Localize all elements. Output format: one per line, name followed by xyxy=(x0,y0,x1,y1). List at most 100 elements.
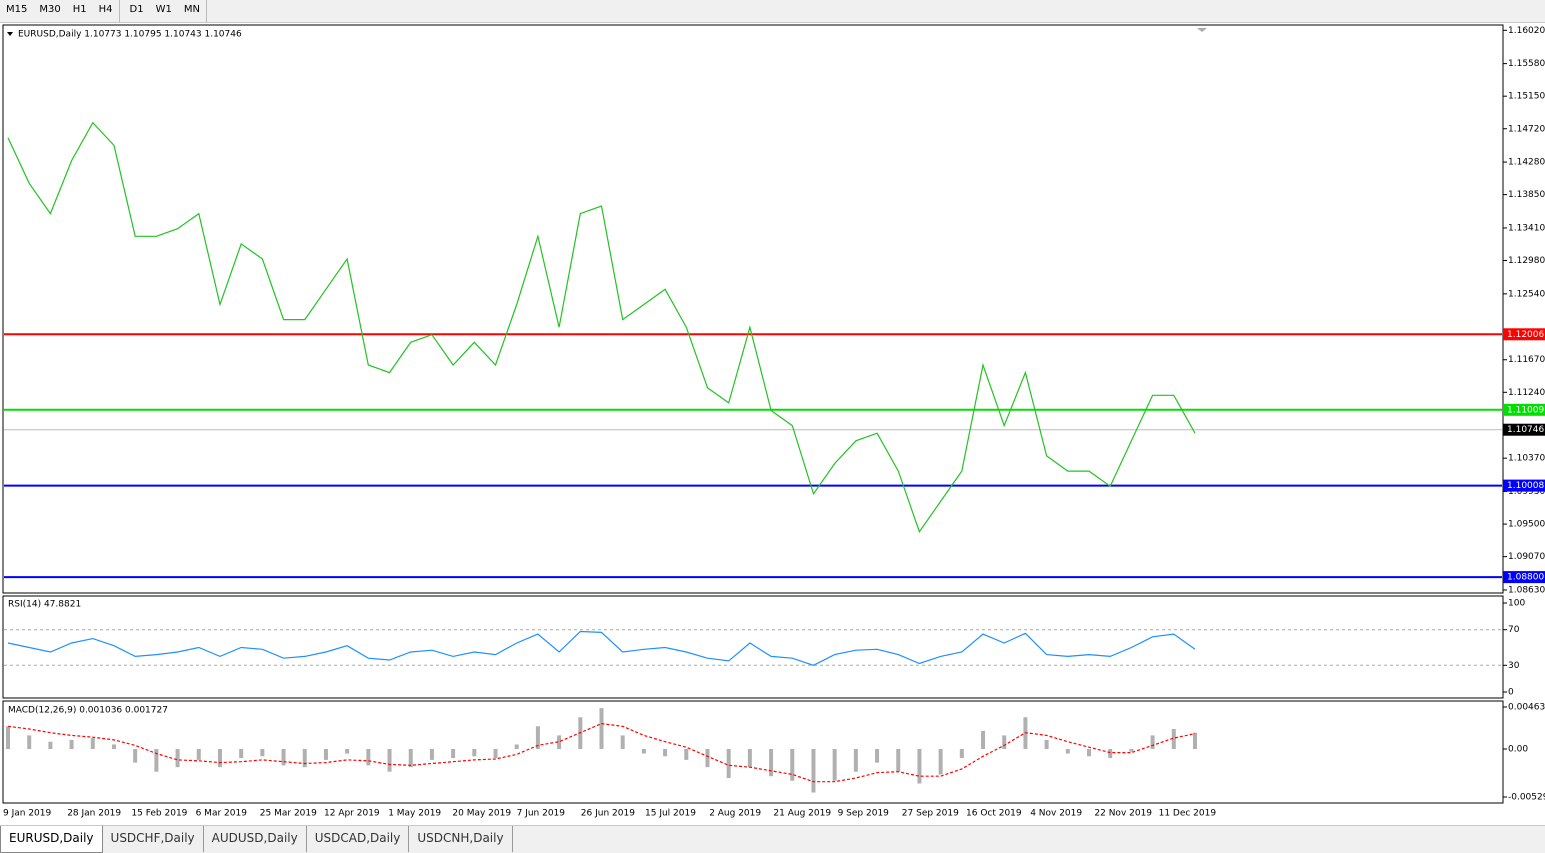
x-tick-label: 22 Nov 2019 xyxy=(1094,809,1152,819)
timeframe-button[interactable]: M15 xyxy=(6,4,28,15)
histogram-bar xyxy=(1002,735,1007,750)
histogram-bar xyxy=(599,708,604,750)
symbol-tabs: EURUSD,Daily USDCHF,Daily AUDUSD,Daily USDC… xyxy=(0,825,1545,853)
timeframe-button[interactable]: H4 xyxy=(93,0,120,22)
histogram-bar xyxy=(154,749,159,772)
histogram-bar xyxy=(1065,749,1070,754)
histogram-bar xyxy=(832,749,837,781)
histogram-bar xyxy=(684,749,689,760)
histogram-bar xyxy=(69,739,74,750)
y-tick-label: 1.09500 xyxy=(1508,520,1545,530)
y-tick-label: 1.15580 xyxy=(1508,59,1545,69)
y-tick-label: 30 xyxy=(1508,661,1520,671)
level-label-box xyxy=(1503,328,1545,341)
histogram-bar xyxy=(535,726,540,750)
histogram-bar xyxy=(48,741,53,750)
y-tick-label: 1.13410 xyxy=(1508,223,1545,233)
histogram-bar xyxy=(811,749,816,793)
histogram-bar xyxy=(853,749,858,772)
series-line xyxy=(7,722,1196,783)
histogram-bar xyxy=(1044,739,1049,750)
x-tick-label: 21 Aug 2019 xyxy=(773,809,831,819)
histogram-bar xyxy=(747,749,752,768)
level-label-box xyxy=(1503,479,1545,492)
timeframe-button[interactable]: MN xyxy=(178,0,207,22)
y-tick-label: 1.13850 xyxy=(1508,190,1545,200)
symbol-tab[interactable]: EURUSD,Daily xyxy=(0,826,103,853)
y-tick-label: 1.14720 xyxy=(1508,124,1545,134)
symbol-tab[interactable]: USDCHF,Daily xyxy=(103,826,204,852)
timeframe-toolbar: M15 M30 H1 H4 D1 W1 MN xyxy=(0,0,1545,23)
series-line xyxy=(7,630,1196,666)
x-tick-label: 15 Jul 2019 xyxy=(645,809,696,819)
timeframe-button[interactable]: D1 xyxy=(129,4,144,15)
timeframe-button[interactable]: H1 xyxy=(72,4,87,15)
histogram-bar xyxy=(896,749,901,772)
x-tick-label: 20 May 2019 xyxy=(452,809,511,819)
y-tick-label: 1.10370 xyxy=(1508,454,1545,464)
histogram-bar xyxy=(90,738,95,750)
histogram-bar xyxy=(133,749,138,763)
shift-marker xyxy=(1197,28,1207,32)
histogram-bar xyxy=(917,749,922,784)
histogram-bar xyxy=(345,749,350,754)
symbol-tab[interactable]: USDCAD,Daily xyxy=(307,826,410,852)
histogram-bar xyxy=(366,749,371,766)
histogram-bar xyxy=(175,749,180,768)
histogram-bar xyxy=(217,749,222,768)
collapse-arrow xyxy=(7,32,13,36)
y-tick-label: 1.14280 xyxy=(1508,158,1545,168)
histogram-bar xyxy=(493,749,498,759)
histogram-bar xyxy=(790,749,795,781)
x-tick-label: 12 Apr 2019 xyxy=(324,809,380,819)
rsi-panel xyxy=(2,595,1504,699)
x-tick-label: 2 Aug 2019 xyxy=(709,809,761,819)
histogram-bar xyxy=(302,749,307,768)
x-tick-label: 16 Oct 2019 xyxy=(966,809,1022,819)
histogram-bar xyxy=(705,749,710,768)
main-panel xyxy=(2,24,1504,594)
x-tick-label: 15 Feb 2019 xyxy=(131,809,187,819)
y-tick-label: 0.00 xyxy=(1508,745,1528,755)
level-label: 1.10008 xyxy=(1507,481,1544,491)
level-label-box xyxy=(1503,571,1545,584)
symbol-tab[interactable]: AUDUSD,Daily xyxy=(204,826,307,852)
x-tick-label: 7 Jun 2019 xyxy=(517,809,566,819)
y-tick-label: 100 xyxy=(1508,599,1525,609)
x-tick-label: 27 Sep 2019 xyxy=(902,809,959,819)
chart-area: EURUSD,Daily 1.10773 1.10795 1.10743 1.1… xyxy=(2,24,1545,819)
histogram-bar xyxy=(557,735,562,750)
histogram-bar xyxy=(1129,749,1134,752)
histogram-bar xyxy=(1108,749,1113,759)
timeframe-button[interactable]: W1 xyxy=(155,4,172,15)
histogram-bar xyxy=(472,749,477,757)
y-tick-label: 1.11670 xyxy=(1508,355,1545,365)
histogram-bar xyxy=(111,744,116,750)
histogram-bar xyxy=(196,749,201,760)
level-label-box xyxy=(1503,423,1545,436)
symbol-tab[interactable]: USDCNH,Daily xyxy=(409,826,513,852)
y-tick-label: 1.08630 xyxy=(1508,585,1545,595)
x-tick-label: 6 Mar 2019 xyxy=(196,809,248,819)
histogram-bar xyxy=(620,735,625,750)
x-tick-label: 4 Nov 2019 xyxy=(1030,809,1082,819)
panel-title: EURUSD,Daily 1.10773 1.10795 1.10743 1.1… xyxy=(18,30,242,40)
histogram-bar xyxy=(451,749,456,759)
series-line xyxy=(7,121,1196,534)
y-tick-label: -0.00529 xyxy=(1508,793,1545,803)
histogram-bar xyxy=(323,749,328,760)
level-label: 1.12006 xyxy=(1507,330,1544,340)
x-tick-label: 25 Mar 2019 xyxy=(260,809,317,819)
level-label: 1.08800 xyxy=(1507,573,1544,583)
timeframe-button[interactable]: M30 xyxy=(39,4,61,15)
histogram-bar xyxy=(769,749,774,777)
histogram-bar xyxy=(959,749,964,759)
histogram-bar xyxy=(981,730,986,750)
histogram-bar xyxy=(938,749,943,775)
histogram-bar xyxy=(726,749,731,779)
histogram-bar xyxy=(429,749,434,760)
histogram-bar xyxy=(27,735,32,750)
histogram-bar xyxy=(514,744,519,750)
macd-panel xyxy=(2,700,1504,804)
